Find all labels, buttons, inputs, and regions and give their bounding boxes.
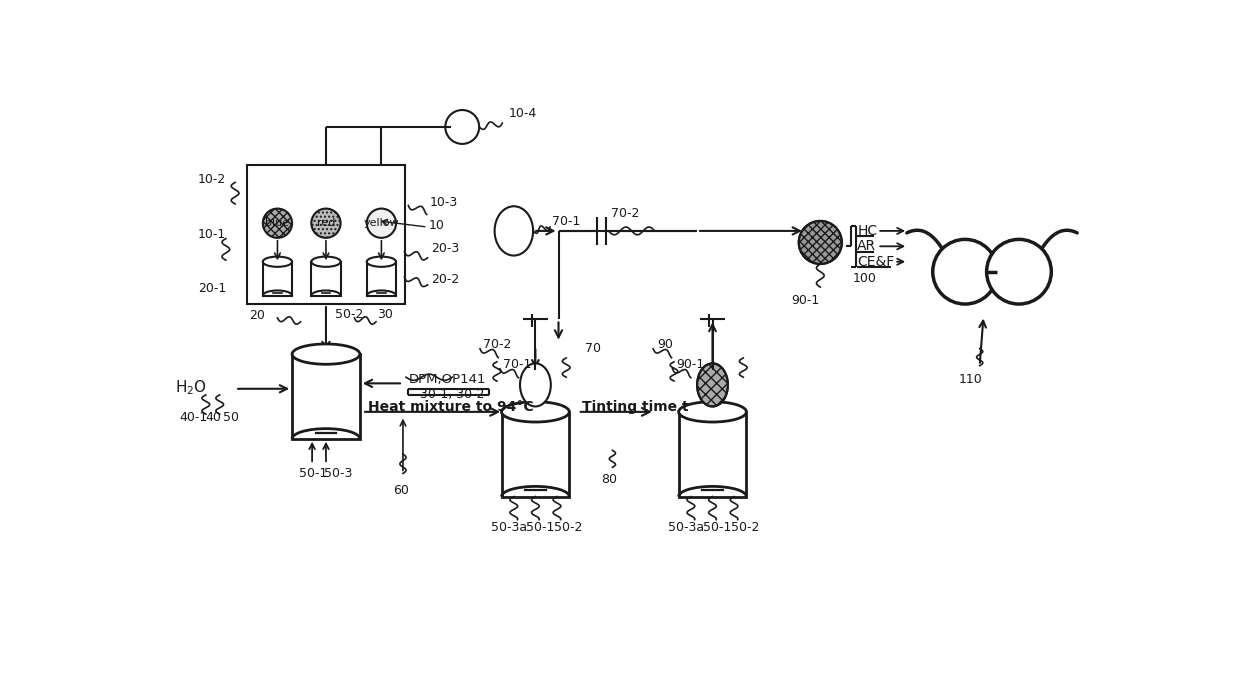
Text: 10-1: 10-1 [198,228,227,241]
Text: 110: 110 [959,373,982,386]
Ellipse shape [697,363,728,406]
Text: AR: AR [857,240,877,253]
Circle shape [263,209,293,238]
Text: 50-1: 50-1 [299,467,327,480]
Text: 50-1: 50-1 [526,521,554,534]
Text: 10-2: 10-2 [198,173,227,186]
Text: 10-3: 10-3 [430,196,458,209]
Text: 70-2: 70-2 [484,338,511,351]
Text: 60: 60 [393,484,409,497]
Text: 50-3a: 50-3a [491,521,527,534]
Text: 100: 100 [853,272,877,285]
Ellipse shape [678,402,746,422]
Text: 70-2: 70-2 [611,207,640,221]
Text: 10: 10 [429,219,445,232]
Text: blue: blue [265,218,289,228]
Circle shape [311,209,341,238]
Text: 40: 40 [206,411,222,424]
Text: Heat mixture to 94°C: Heat mixture to 94°C [367,400,533,415]
Ellipse shape [311,256,341,267]
Circle shape [932,240,997,304]
Text: yellow: yellow [363,218,399,228]
Bar [247,166,404,304]
Text: 70-1: 70-1 [503,357,532,371]
Text: 20-1: 20-1 [198,282,227,295]
Text: 50: 50 [223,411,239,424]
Circle shape [987,240,1052,304]
Text: 50-2: 50-2 [335,308,363,321]
Text: 40-1: 40-1 [180,411,208,424]
Ellipse shape [367,256,396,267]
Text: $\mathregular{H_2O}$: $\mathregular{H_2O}$ [175,378,207,396]
Text: 20-3: 20-3 [432,242,460,255]
Ellipse shape [520,363,551,406]
Circle shape [445,110,479,144]
Text: 20-2: 20-2 [432,273,460,286]
Text: 20: 20 [249,309,265,322]
Bar [367,262,396,295]
Text: 90-1: 90-1 [676,357,704,371]
Text: HC: HC [857,224,878,238]
Bar [293,354,360,439]
Bar [501,412,569,497]
Bar [678,412,746,497]
Circle shape [799,221,842,264]
Text: 50-2: 50-2 [554,521,583,534]
Text: 50-3a: 50-3a [668,521,704,534]
Text: 30-1, 30-2: 30-1, 30-2 [420,388,485,401]
Text: 30: 30 [377,308,393,321]
Ellipse shape [495,206,533,256]
Text: 90: 90 [657,338,673,351]
Text: 90-1: 90-1 [791,293,820,307]
Text: CE&F: CE&F [857,254,894,269]
Text: red: red [316,218,335,228]
Text: 80: 80 [601,473,616,486]
Bar [311,262,341,295]
Text: 10-4: 10-4 [508,106,537,120]
Text: Tinting time t: Tinting time t [582,400,688,415]
Text: 50-3: 50-3 [324,467,352,480]
Text: 50-1: 50-1 [703,521,732,534]
Ellipse shape [263,256,293,267]
Text: 50-2: 50-2 [730,521,759,534]
Circle shape [367,209,396,238]
Text: 70-1: 70-1 [552,215,580,228]
Text: DPM,OP141: DPM,OP141 [409,373,486,386]
Bar [263,262,293,295]
Ellipse shape [501,402,569,422]
Ellipse shape [293,344,360,364]
Text: 70: 70 [585,342,601,355]
